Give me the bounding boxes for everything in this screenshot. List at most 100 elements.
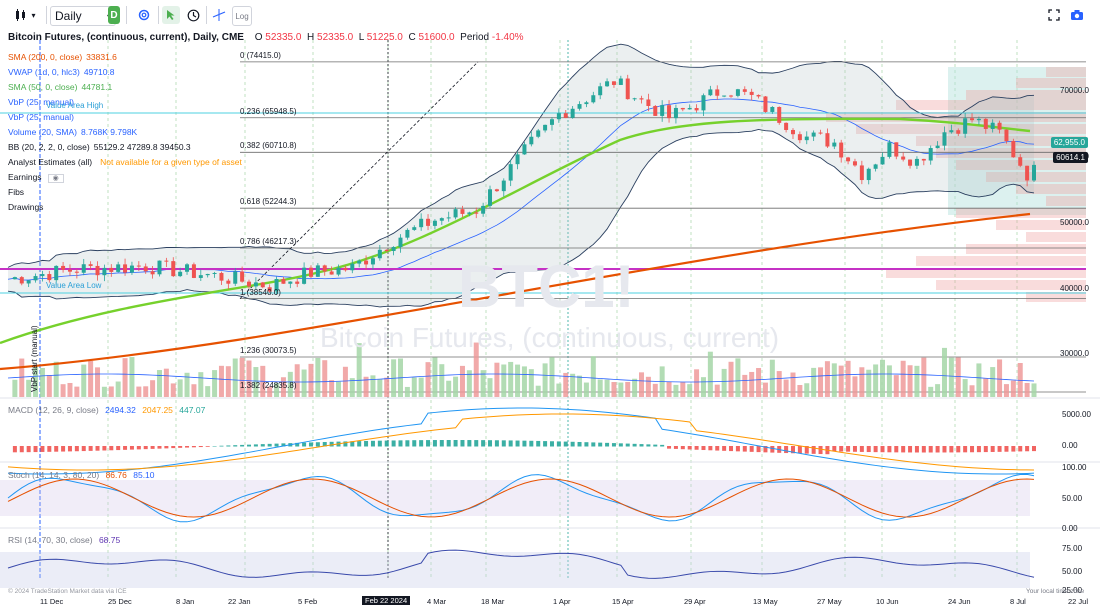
candle bbox=[970, 113, 975, 123]
clock-button[interactable] bbox=[184, 6, 202, 24]
eye-icon[interactable]: ◉ bbox=[47, 174, 64, 183]
volume-bar bbox=[198, 372, 204, 397]
candle bbox=[529, 131, 534, 147]
indicator-legend-item[interactable]: BB (20, 2, 2, 0, close) 55129.2 47289.8 3… bbox=[8, 142, 191, 153]
stoch-value-2: 85.10 bbox=[133, 470, 155, 480]
volume-bar bbox=[756, 368, 762, 397]
time-axis-label: Feb 22 2024 bbox=[362, 596, 411, 605]
macd-histogram-bar bbox=[329, 441, 334, 447]
drawing-tool-button[interactable] bbox=[210, 6, 228, 24]
d-badge-label: D bbox=[110, 9, 118, 21]
indicator-legend-item[interactable]: Earnings ◉ bbox=[8, 172, 64, 184]
macd-histogram-bar bbox=[198, 446, 203, 448]
indicator-legend-item[interactable]: VWAP (1d, 0, hlc3) 49710.8 bbox=[8, 67, 115, 78]
volume-bar bbox=[990, 367, 996, 397]
vbp-row bbox=[856, 124, 1086, 134]
macd-histogram-bar bbox=[308, 442, 313, 447]
crosshair-button[interactable] bbox=[162, 6, 180, 24]
macd-histogram-bar bbox=[253, 444, 258, 447]
volume-bar bbox=[776, 371, 782, 397]
volume-bar bbox=[597, 379, 603, 397]
settings-button[interactable] bbox=[134, 6, 154, 24]
candle bbox=[1018, 154, 1023, 168]
indicator-legend-item[interactable]: Drawings bbox=[8, 202, 43, 213]
volume-bar bbox=[687, 384, 693, 397]
chart-type-button[interactable]: ▾ bbox=[8, 6, 42, 24]
macd-histogram-bar bbox=[963, 446, 968, 453]
candle bbox=[935, 141, 940, 149]
candle bbox=[653, 105, 658, 116]
symbol-header: Bitcoin Futures, (continuous, current), … bbox=[8, 32, 524, 43]
macd-value-1: 2494.32 bbox=[105, 405, 136, 415]
candle bbox=[81, 258, 86, 276]
volume-bar bbox=[859, 367, 865, 397]
volume-bar bbox=[205, 386, 211, 397]
macd-histogram-bar bbox=[543, 441, 548, 447]
volume-bar bbox=[907, 365, 913, 397]
volume-bar bbox=[60, 384, 66, 397]
macd-histogram-bar bbox=[33, 446, 38, 453]
candle bbox=[102, 264, 107, 282]
indicator-legend-item[interactable]: SMA (50, 0, close) 44781.1 bbox=[8, 82, 112, 93]
candles bbox=[12, 74, 1036, 295]
volume-bar bbox=[459, 365, 465, 397]
volume-bar bbox=[101, 386, 107, 397]
candle bbox=[797, 131, 802, 144]
indicator-value: 33831.6 bbox=[86, 52, 117, 62]
candle bbox=[625, 74, 630, 100]
indicator-legend-item[interactable]: Volume (20, SMA) 8.768K 9.798K bbox=[8, 127, 137, 138]
indicator-legend-item[interactable]: SMA (200, 0, close) 33831.6 bbox=[8, 52, 117, 63]
candle bbox=[219, 271, 224, 286]
candle bbox=[164, 257, 169, 268]
volume-bar bbox=[377, 379, 383, 397]
macd-histogram-bar bbox=[12, 446, 17, 453]
macd-histogram-bar bbox=[54, 446, 59, 452]
volume-bar bbox=[818, 367, 824, 397]
indicator-legend-item[interactable]: Analyst Estimates (all) Not available for… bbox=[8, 157, 242, 168]
volume-bar bbox=[150, 380, 156, 397]
volume-bar bbox=[941, 347, 947, 397]
fullscreen-button[interactable] bbox=[1046, 6, 1062, 24]
volume-bar bbox=[1003, 384, 1009, 397]
time-axis-label: 22 Jul bbox=[1068, 597, 1089, 606]
macd-histogram-bar bbox=[584, 442, 589, 447]
volume-bar bbox=[501, 364, 507, 397]
volume-bar bbox=[549, 357, 555, 397]
candle bbox=[446, 211, 451, 222]
volume-bar bbox=[239, 357, 245, 397]
macd-histogram-bar bbox=[143, 446, 148, 450]
d-badge[interactable]: D bbox=[108, 6, 120, 24]
macd-histogram-bar bbox=[377, 440, 382, 447]
macd-histogram-bar bbox=[811, 446, 816, 454]
macd-histogram-bar bbox=[928, 446, 933, 453]
macd-histogram-bar bbox=[171, 446, 176, 449]
moving-averages bbox=[0, 117, 1031, 371]
low-value: 51225.0 bbox=[366, 32, 403, 43]
volume-bar bbox=[886, 365, 892, 397]
candle bbox=[432, 219, 437, 230]
candle bbox=[735, 88, 740, 98]
volume-bar bbox=[707, 351, 713, 397]
macd-histogram-bar bbox=[219, 445, 224, 447]
indicator-legend-item[interactable]: VbP (25, manual) bbox=[8, 112, 74, 123]
candle bbox=[997, 120, 1002, 134]
snapshot-button[interactable] bbox=[1068, 6, 1086, 24]
candle bbox=[240, 266, 245, 283]
time-axis-label: 5 Feb bbox=[298, 597, 318, 606]
candle bbox=[667, 100, 672, 123]
indicator-legend-item[interactable]: Fibs bbox=[8, 187, 24, 198]
volume-bar bbox=[955, 357, 961, 397]
macd-histogram-bar bbox=[701, 446, 706, 451]
candle bbox=[474, 207, 479, 219]
indicator-legend-item[interactable]: VbP (25, manual) bbox=[8, 97, 74, 108]
candle bbox=[880, 152, 885, 165]
indicator-value: 55129.2 47289.8 39450.3 bbox=[93, 142, 191, 152]
macd-histogram-bar bbox=[522, 440, 527, 447]
macd-histogram-bar bbox=[185, 446, 190, 448]
candle bbox=[226, 278, 231, 290]
candle bbox=[302, 262, 307, 285]
clock-icon bbox=[187, 9, 199, 21]
macd-signal-line bbox=[7, 413, 1035, 471]
log-scale-button[interactable]: Log bbox=[232, 6, 252, 26]
